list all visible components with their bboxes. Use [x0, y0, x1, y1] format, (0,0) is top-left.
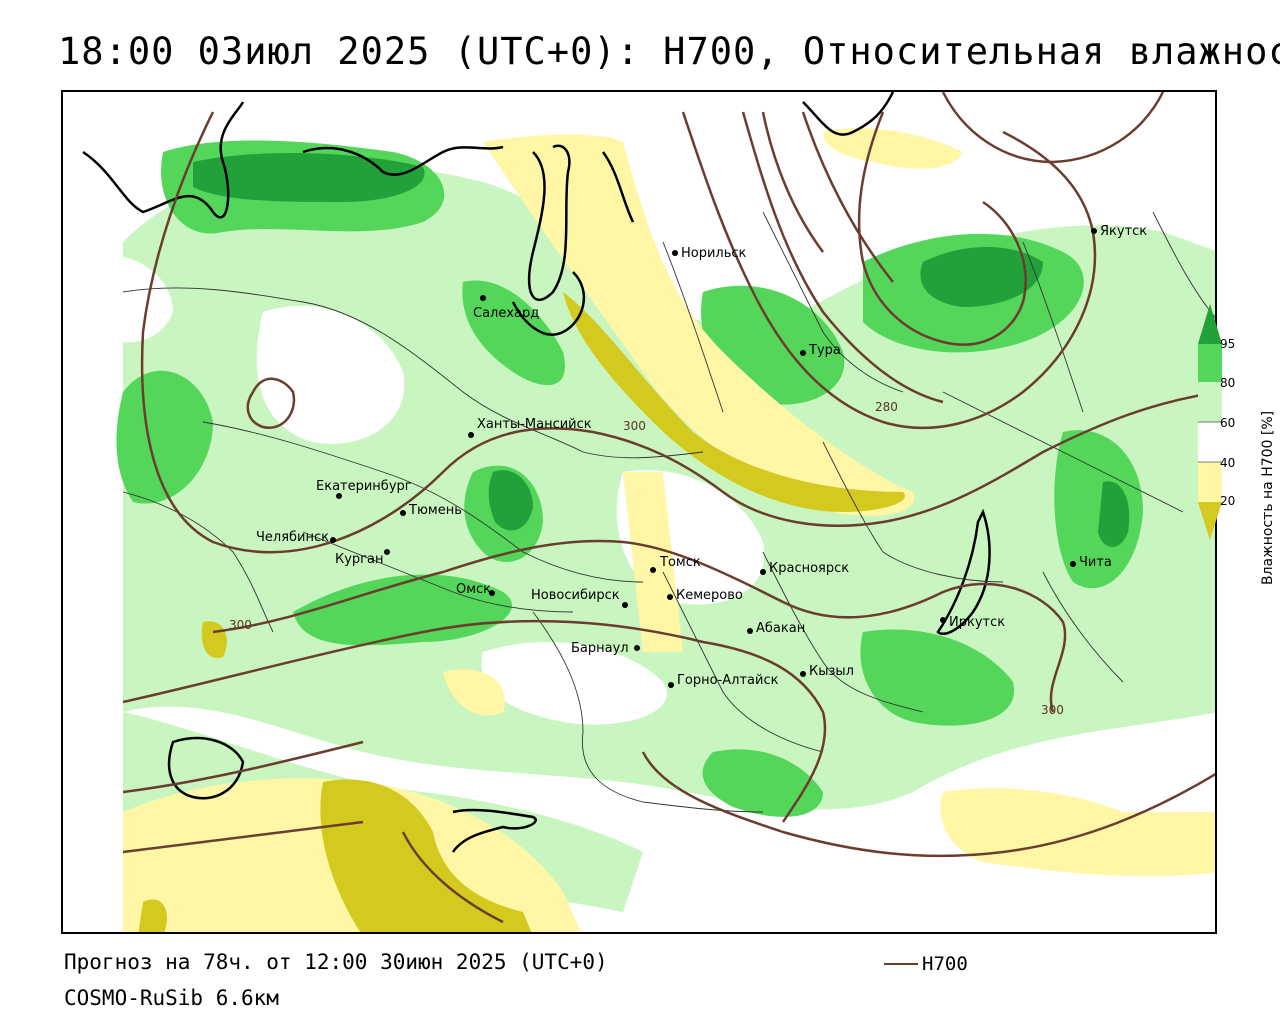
humidity-colorbar: [1198, 304, 1222, 540]
humidity-fields: [83, 128, 1215, 932]
city-label[interactable]: Барнаул: [571, 641, 629, 656]
colorbar-title: Влажность на H700 [%]: [1260, 410, 1276, 585]
city-label[interactable]: Кемерово: [676, 588, 743, 603]
city-label[interactable]: Иркутск: [949, 615, 1005, 630]
contour-label: 300: [229, 618, 252, 632]
colorbar-segment: [1198, 422, 1222, 462]
city-marker: [480, 295, 486, 301]
model-name: COSMO-RuSib 6.6км: [64, 986, 279, 1010]
city-label[interactable]: Новосибирск: [531, 588, 620, 603]
city-marker: [760, 569, 766, 575]
city-marker: [489, 590, 495, 596]
city-marker: [384, 549, 390, 555]
contour-label: 300: [1041, 703, 1064, 717]
city-label[interactable]: Курган: [335, 552, 383, 567]
city-label[interactable]: Кызыл: [809, 664, 854, 679]
city-marker: [747, 628, 753, 634]
map-area[interactable]: 300 300 300 280 Норильск Якутск Салехард…: [61, 90, 1217, 934]
city-marker: [1091, 228, 1097, 234]
city-label[interactable]: Тюмень: [408, 503, 462, 518]
contour-label: 280: [875, 400, 898, 414]
admin-borders: [122, 211, 1215, 813]
forecast-info: Прогноз на 78ч. от 12:00 30июн 2025 (UTC…: [64, 950, 608, 974]
city-marker: [800, 671, 806, 677]
coastlines: [82, 92, 991, 853]
city-label[interactable]: Челябинск: [256, 530, 329, 545]
city-marker: [668, 682, 674, 688]
city-marker: [622, 602, 628, 608]
colorbar-tick: 80: [1220, 376, 1236, 390]
city-label[interactable]: Ханты-Мансийск: [477, 417, 592, 432]
city-marker: [667, 594, 673, 600]
colorbar-segment: [1198, 344, 1222, 382]
city-label[interactable]: Норильск: [681, 246, 747, 261]
h700-legend-label: H700: [922, 953, 968, 975]
map-canvas: 300 300 300 280 Норильск Якутск Салехард…: [82, 92, 1215, 932]
city-marker: [400, 510, 406, 516]
colorbar-tick: 40: [1220, 456, 1236, 470]
city-label[interactable]: Чита: [1079, 555, 1112, 570]
colorbar-tick: 60: [1220, 416, 1236, 430]
city-marker: [468, 432, 474, 438]
map-title: 18:00 03июл 2025 (UTC+0): H700, Относите…: [58, 30, 1280, 73]
colorbar-segment: [1198, 462, 1222, 502]
city-label[interactable]: Якутск: [1100, 224, 1147, 239]
colorbar-segment: [1198, 382, 1222, 422]
city-marker: [940, 617, 946, 623]
city-label[interactable]: Горно-Алтайск: [677, 673, 779, 688]
city-label[interactable]: Екатеринбург: [316, 479, 412, 494]
city-marker: [650, 567, 656, 573]
h700-contours: [122, 92, 1215, 924]
cities: Норильск Якутск Салехард Тура Ханты-Манс…: [256, 224, 1147, 688]
city-label[interactable]: Красноярск: [769, 561, 849, 576]
city-marker: [800, 350, 806, 356]
city-marker: [336, 493, 342, 499]
colorbar-top-arrow: [1198, 304, 1222, 344]
colorbar-bottom-arrow: [1198, 502, 1222, 540]
city-label[interactable]: Салехард: [473, 306, 539, 321]
city-marker: [330, 537, 336, 543]
city-marker: [634, 645, 640, 651]
city-label[interactable]: Омск: [456, 582, 491, 597]
h700-legend-line: [884, 963, 918, 965]
city-label[interactable]: Тура: [808, 343, 841, 358]
colorbar-tick: 95: [1220, 337, 1236, 351]
city-label[interactable]: Томск: [659, 555, 701, 570]
contour-label: 300: [623, 419, 646, 433]
city-marker: [1070, 561, 1076, 567]
city-label[interactable]: Абакан: [756, 621, 805, 636]
city-marker: [672, 250, 678, 256]
colorbar-tick: 20: [1220, 494, 1236, 508]
